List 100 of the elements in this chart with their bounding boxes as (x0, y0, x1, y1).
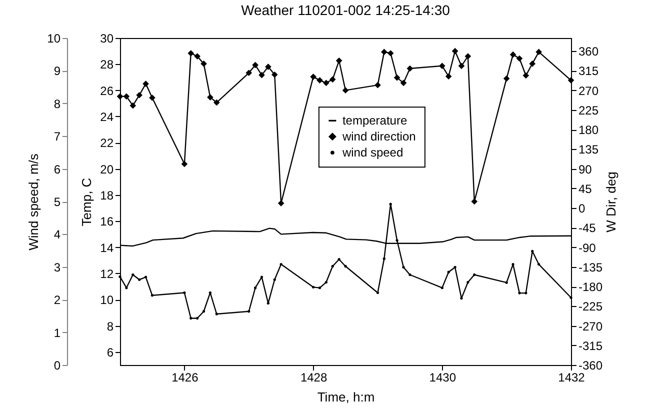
y2-axis-title: W Dir, deg (604, 172, 619, 232)
y3-tick-label: 1 (54, 326, 61, 340)
y-tick-label: 18 (100, 188, 114, 202)
y2-tick-label: -225 (578, 300, 603, 314)
point (278, 200, 284, 206)
point (464, 53, 472, 60)
point (382, 257, 386, 260)
y3-tick-label: 3 (54, 260, 61, 274)
point (537, 262, 540, 266)
point (460, 296, 463, 300)
point (324, 280, 328, 284)
y3-tick-label: 9 (54, 64, 61, 78)
point (266, 302, 270, 305)
y-tick-label: 28 (100, 58, 114, 72)
point (246, 70, 252, 76)
point (402, 266, 405, 269)
point (188, 50, 194, 56)
point (568, 77, 574, 84)
point (265, 64, 272, 70)
point (248, 310, 250, 313)
y2-tick-label: -90 (578, 240, 596, 255)
point (123, 93, 130, 100)
point (336, 58, 342, 64)
y2-tick-label: 180 (578, 123, 599, 138)
point (387, 50, 394, 56)
point (503, 75, 510, 82)
y-tick-label: 14 (100, 240, 114, 255)
y2-tick-label: 90 (578, 162, 592, 176)
point (389, 202, 392, 206)
y-tick-label: 6 (106, 345, 114, 360)
y2-tick-label: -180 (578, 280, 603, 294)
point (252, 62, 258, 68)
x-tick-label: 1430 (429, 370, 456, 384)
point (142, 80, 149, 87)
point (316, 77, 323, 84)
chart-title: Weather 110201-002 14:25-14:30 (241, 2, 450, 18)
point (536, 48, 542, 56)
y-tick-label: 10 (100, 293, 114, 308)
y3-tick-label: 2 (54, 293, 61, 308)
point (116, 93, 124, 100)
y2-tick-label: -315 (578, 338, 603, 353)
y-tick-label: 16 (100, 214, 114, 229)
y2-tick-label: -270 (578, 319, 603, 334)
point (516, 55, 523, 62)
y2-tick-label: 45 (578, 182, 592, 196)
y3-axis-title: Wind speed, m/s (26, 153, 42, 250)
y2-tick-label: 270 (578, 84, 599, 98)
point (254, 286, 257, 290)
y2-tick-label: -45 (578, 221, 596, 236)
y3-tick-label: 6 (54, 162, 61, 176)
point (473, 273, 476, 276)
y2-tick-label: 360 (578, 44, 599, 59)
point (531, 250, 534, 253)
x-tick-label: 1432 (558, 370, 586, 384)
legend-label: wind direction (341, 130, 416, 144)
point (510, 51, 516, 58)
point (406, 65, 414, 72)
point (344, 264, 347, 268)
point (452, 48, 458, 54)
point (150, 294, 154, 297)
y3-tick-label: 5 (54, 195, 61, 209)
x-axis-title: Time, h:m (317, 390, 375, 404)
point (207, 94, 214, 100)
line-series (118, 202, 572, 320)
point (136, 92, 142, 98)
point (329, 76, 336, 83)
point (208, 291, 212, 294)
y3-tick-label: 0 (54, 358, 61, 372)
y2-tick-label: -360 (578, 358, 603, 372)
point (342, 87, 349, 94)
y-tick-label: 24 (100, 110, 114, 124)
y-tick-label: 30 (100, 32, 114, 46)
legend-label: wind speed (341, 146, 404, 160)
y2-tick-label: 0 (578, 202, 586, 216)
point (213, 99, 220, 106)
point (529, 60, 536, 67)
point (196, 316, 199, 320)
point (318, 286, 322, 290)
y2-tick-label: 225 (578, 103, 599, 118)
point (312, 286, 315, 288)
y2-tick-label: 135 (578, 142, 599, 157)
point (374, 82, 381, 88)
y-tick-label: 26 (100, 84, 114, 98)
y-axis-title: Temp, C (79, 178, 94, 226)
point (258, 72, 265, 78)
x-tick-label: 1428 (300, 370, 328, 384)
y2-tick-label: 315 (578, 64, 599, 78)
y3-tick-label: 4 (54, 228, 61, 242)
point (260, 276, 264, 278)
point (400, 80, 407, 86)
point (323, 80, 330, 86)
point (190, 316, 192, 320)
point (394, 74, 400, 81)
point (505, 281, 508, 284)
point (310, 74, 316, 80)
point (181, 160, 188, 168)
point (380, 48, 388, 56)
point (202, 310, 206, 313)
point (438, 62, 446, 70)
y-tick-label: 8 (106, 319, 114, 334)
